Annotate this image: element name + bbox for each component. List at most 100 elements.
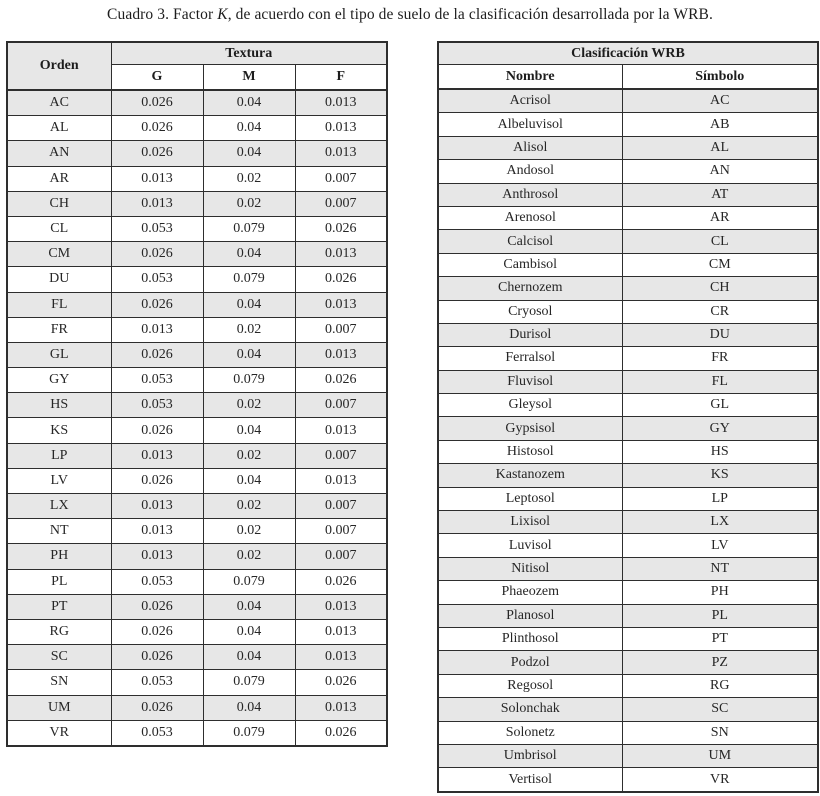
cell-f: 0.007 bbox=[294, 190, 388, 217]
cell-simbolo: AB bbox=[621, 112, 819, 137]
table-row: Arenosol AR bbox=[437, 205, 819, 231]
cell-g: 0.026 bbox=[110, 694, 204, 721]
column-header-f: F bbox=[294, 64, 388, 91]
cell-nombre: Solonetz bbox=[437, 720, 623, 745]
cell-nombre: Alisol bbox=[437, 135, 623, 161]
cell-g: 0.013 bbox=[110, 492, 204, 520]
cell-m: 0.04 bbox=[202, 644, 296, 671]
cell-nombre: Vertisol bbox=[437, 767, 623, 793]
cell-g: 0.026 bbox=[110, 89, 204, 117]
cell-m: 0.04 bbox=[202, 467, 296, 495]
cell-f: 0.007 bbox=[294, 392, 388, 419]
cell-m: 0.04 bbox=[202, 241, 296, 268]
header-row-columns: Nombre Símbolo bbox=[437, 64, 819, 90]
table-row: GL 0.026 0.04 0.013 bbox=[6, 341, 388, 369]
cell-f: 0.013 bbox=[294, 644, 388, 671]
table-row: Vertisol VR bbox=[437, 767, 819, 793]
table-row: Albeluvisol AB bbox=[437, 112, 819, 137]
caption-text-lead: Cuadro 3. Factor bbox=[107, 6, 218, 23]
cell-orden: CM bbox=[6, 241, 112, 268]
cell-g: 0.013 bbox=[110, 316, 204, 343]
cell-g: 0.053 bbox=[110, 719, 204, 747]
cell-f: 0.013 bbox=[294, 467, 388, 495]
cell-g: 0.053 bbox=[110, 367, 204, 394]
table-row: LX 0.013 0.02 0.007 bbox=[6, 492, 388, 520]
cell-m: 0.079 bbox=[202, 669, 296, 696]
cell-nombre: Cambisol bbox=[437, 252, 623, 278]
table-row: PT 0.026 0.04 0.013 bbox=[6, 593, 388, 620]
table-row: Gypsisol GY bbox=[437, 416, 819, 441]
column-header-simbolo: Símbolo bbox=[621, 64, 819, 90]
wrb-table-header: Clasificación WRB Nombre Símbolo bbox=[437, 41, 819, 90]
table-row: FL 0.026 0.04 0.013 bbox=[6, 291, 388, 318]
table-row: Alisol AL bbox=[437, 135, 819, 161]
cell-orden: KS bbox=[6, 417, 112, 444]
cell-orden: NT bbox=[6, 518, 112, 545]
table-row: Cryosol CR bbox=[437, 299, 819, 324]
cell-orden: LV bbox=[6, 467, 112, 495]
cell-nombre: Planosol bbox=[437, 603, 623, 628]
table-row: Umbrisol UM bbox=[437, 743, 819, 769]
cell-g: 0.026 bbox=[110, 593, 204, 620]
cell-f: 0.013 bbox=[294, 618, 388, 646]
cell-f: 0.013 bbox=[294, 417, 388, 444]
cell-m: 0.04 bbox=[202, 140, 296, 167]
cell-f: 0.026 bbox=[294, 719, 388, 747]
cell-simbolo: CL bbox=[621, 229, 819, 254]
cell-orden: UM bbox=[6, 694, 112, 721]
cell-m: 0.02 bbox=[202, 492, 296, 520]
header-row-texture-classes: G M F bbox=[7, 64, 388, 91]
factor-k-table: Orden Textura G M F AC 0.026 0.04 0.013 AL 0.… bbox=[6, 41, 389, 747]
table-row: Fluvisol FL bbox=[437, 369, 819, 395]
cell-f: 0.013 bbox=[294, 593, 388, 620]
cell-m: 0.04 bbox=[202, 89, 296, 117]
cell-m: 0.04 bbox=[202, 618, 296, 646]
table-row: AR 0.013 0.02 0.007 bbox=[6, 165, 388, 192]
cell-g: 0.013 bbox=[110, 543, 204, 570]
cell-m: 0.02 bbox=[202, 543, 296, 570]
column-header-g: G bbox=[110, 64, 204, 91]
cell-simbolo: VR bbox=[621, 767, 819, 793]
table-row: AN 0.026 0.04 0.013 bbox=[6, 140, 388, 167]
table-row: CL 0.053 0.079 0.026 bbox=[6, 215, 388, 243]
table-row: Durisol DU bbox=[437, 322, 819, 348]
table-row: LV 0.026 0.04 0.013 bbox=[6, 467, 388, 495]
cell-simbolo: GL bbox=[621, 393, 819, 418]
cell-g: 0.026 bbox=[110, 115, 204, 142]
cell-orden: SN bbox=[6, 669, 112, 696]
column-header-nombre: Nombre bbox=[437, 64, 623, 90]
table-row: Andosol AN bbox=[437, 159, 819, 184]
cell-simbolo: PH bbox=[621, 580, 819, 605]
cell-nombre: Plinthosol bbox=[437, 626, 623, 652]
cell-f: 0.007 bbox=[294, 316, 388, 343]
cell-simbolo: SN bbox=[621, 720, 819, 745]
cell-nombre: Andosol bbox=[437, 159, 623, 184]
cell-m: 0.02 bbox=[202, 392, 296, 419]
table-row: Luvisol LV bbox=[437, 533, 819, 558]
cell-g: 0.026 bbox=[110, 467, 204, 495]
cell-orden: FL bbox=[6, 291, 112, 318]
cell-nombre: Gleysol bbox=[437, 393, 623, 418]
caption-text-tail: , de acuerdo con el tipo de suelo de la … bbox=[227, 6, 713, 23]
cell-nombre: Calcisol bbox=[437, 229, 623, 254]
cell-m: 0.04 bbox=[202, 593, 296, 620]
cell-m: 0.079 bbox=[202, 266, 296, 293]
cell-orden: AC bbox=[6, 89, 112, 117]
table-row: Regosol RG bbox=[437, 673, 819, 699]
cell-simbolo: GY bbox=[621, 416, 819, 441]
column-header-textura: Textura bbox=[110, 41, 388, 65]
cell-simbolo: UM bbox=[621, 743, 819, 769]
cell-g: 0.053 bbox=[110, 568, 204, 595]
cell-orden: CL bbox=[6, 215, 112, 243]
cell-g: 0.026 bbox=[110, 618, 204, 646]
cell-orden: LX bbox=[6, 492, 112, 520]
table-row: Histosol HS bbox=[437, 439, 819, 465]
factor-k-symbol: K bbox=[217, 6, 228, 23]
cell-g: 0.053 bbox=[110, 266, 204, 293]
table-row: CM 0.026 0.04 0.013 bbox=[6, 241, 388, 268]
table-row: Ferralsol FR bbox=[437, 346, 819, 371]
cell-simbolo: FL bbox=[621, 369, 819, 395]
cell-m: 0.04 bbox=[202, 291, 296, 318]
cell-g: 0.053 bbox=[110, 669, 204, 696]
cell-nombre: Umbrisol bbox=[437, 743, 623, 769]
